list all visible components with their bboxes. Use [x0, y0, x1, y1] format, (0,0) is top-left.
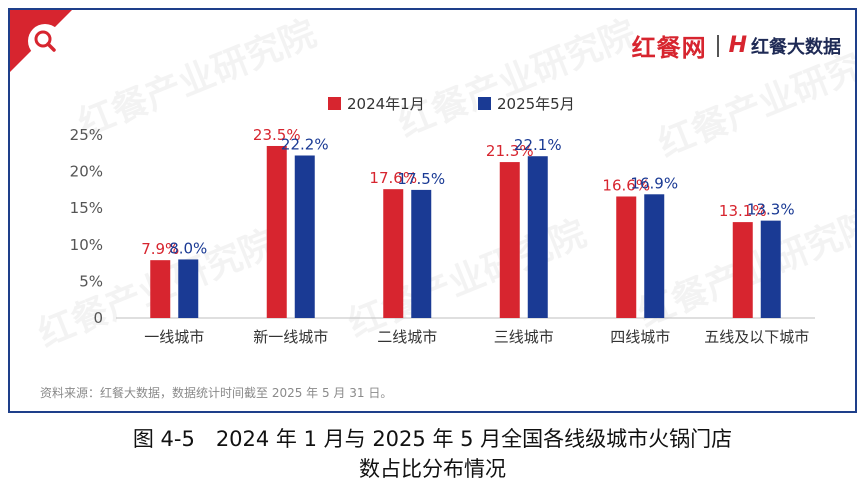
brand-sub: H 红餐大数据 — [729, 33, 841, 59]
y-tick-label: 5% — [79, 272, 103, 290]
x-tick-label: 三线城市 — [494, 328, 554, 346]
caption-line-2: 数占比分布情况 — [359, 457, 506, 481]
brand-sub-mark: H — [728, 33, 747, 58]
bar — [732, 222, 753, 318]
legend-label: 2024年1月 — [347, 95, 425, 113]
data-label: 23.5% — [253, 126, 301, 144]
chart-frame: 红餐产业研究院 红餐产业研究院 红餐产业研究院 红餐产业研究院 红餐产业研究院 … — [8, 8, 857, 413]
data-label: 7.9% — [141, 240, 179, 258]
bar — [760, 220, 781, 318]
bar — [266, 145, 287, 318]
brand-logo: 红餐网 H 红餐大数据 — [632, 28, 841, 63]
bar — [644, 194, 665, 318]
bar — [527, 156, 548, 318]
data-label: 17.5% — [397, 170, 445, 188]
data-label: 13.1% — [719, 202, 767, 220]
data-label: 21.3% — [486, 142, 534, 160]
y-tick-label: 20% — [70, 163, 103, 181]
bar — [383, 189, 404, 318]
bar — [178, 259, 199, 318]
caption-line-1: 图 4-5 2024 年 1 月与 2025 年 5 月全国各线级城市火锅门店 — [132, 427, 733, 451]
x-tick-label: 四线城市 — [610, 328, 670, 346]
data-label: 16.9% — [630, 174, 678, 192]
legend-swatch — [478, 97, 491, 110]
source-note: 资料来源：红餐大数据，数据统计时间截至 2025 年 5 月 31 日。 — [40, 386, 393, 400]
y-tick-label: 15% — [70, 199, 103, 217]
data-label: 16.6% — [602, 176, 650, 194]
legend-label: 2025年5月 — [497, 95, 575, 113]
bar — [150, 260, 171, 318]
figure-caption: 图 4-5 2024 年 1 月与 2025 年 5 月全国各线级城市火锅门店 … — [0, 424, 865, 484]
x-tick-label: 新一线城市 — [253, 328, 328, 346]
y-tick-label: 25% — [70, 126, 103, 144]
x-tick-label: 五线及以下城市 — [704, 328, 809, 346]
bar — [294, 155, 315, 318]
y-tick-label: 10% — [70, 236, 103, 254]
y-tick-label: 0 — [93, 309, 103, 327]
x-tick-label: 二线城市 — [377, 328, 437, 346]
data-label: 22.2% — [281, 135, 329, 153]
bar — [616, 196, 637, 318]
search-icon — [28, 24, 62, 58]
legend-swatch — [328, 97, 341, 110]
brand-main: 红餐网 — [631, 34, 707, 62]
brand-divider — [716, 34, 719, 57]
brand-sub-text: 红餐大数据 — [751, 36, 841, 58]
data-label: 8.0% — [169, 239, 207, 257]
data-label: 17.6% — [369, 169, 417, 187]
bar — [499, 162, 520, 318]
data-label: 22.1% — [514, 136, 562, 154]
data-label: 13.3% — [747, 201, 795, 219]
bar — [411, 189, 432, 318]
x-tick-label: 一线城市 — [144, 328, 204, 346]
